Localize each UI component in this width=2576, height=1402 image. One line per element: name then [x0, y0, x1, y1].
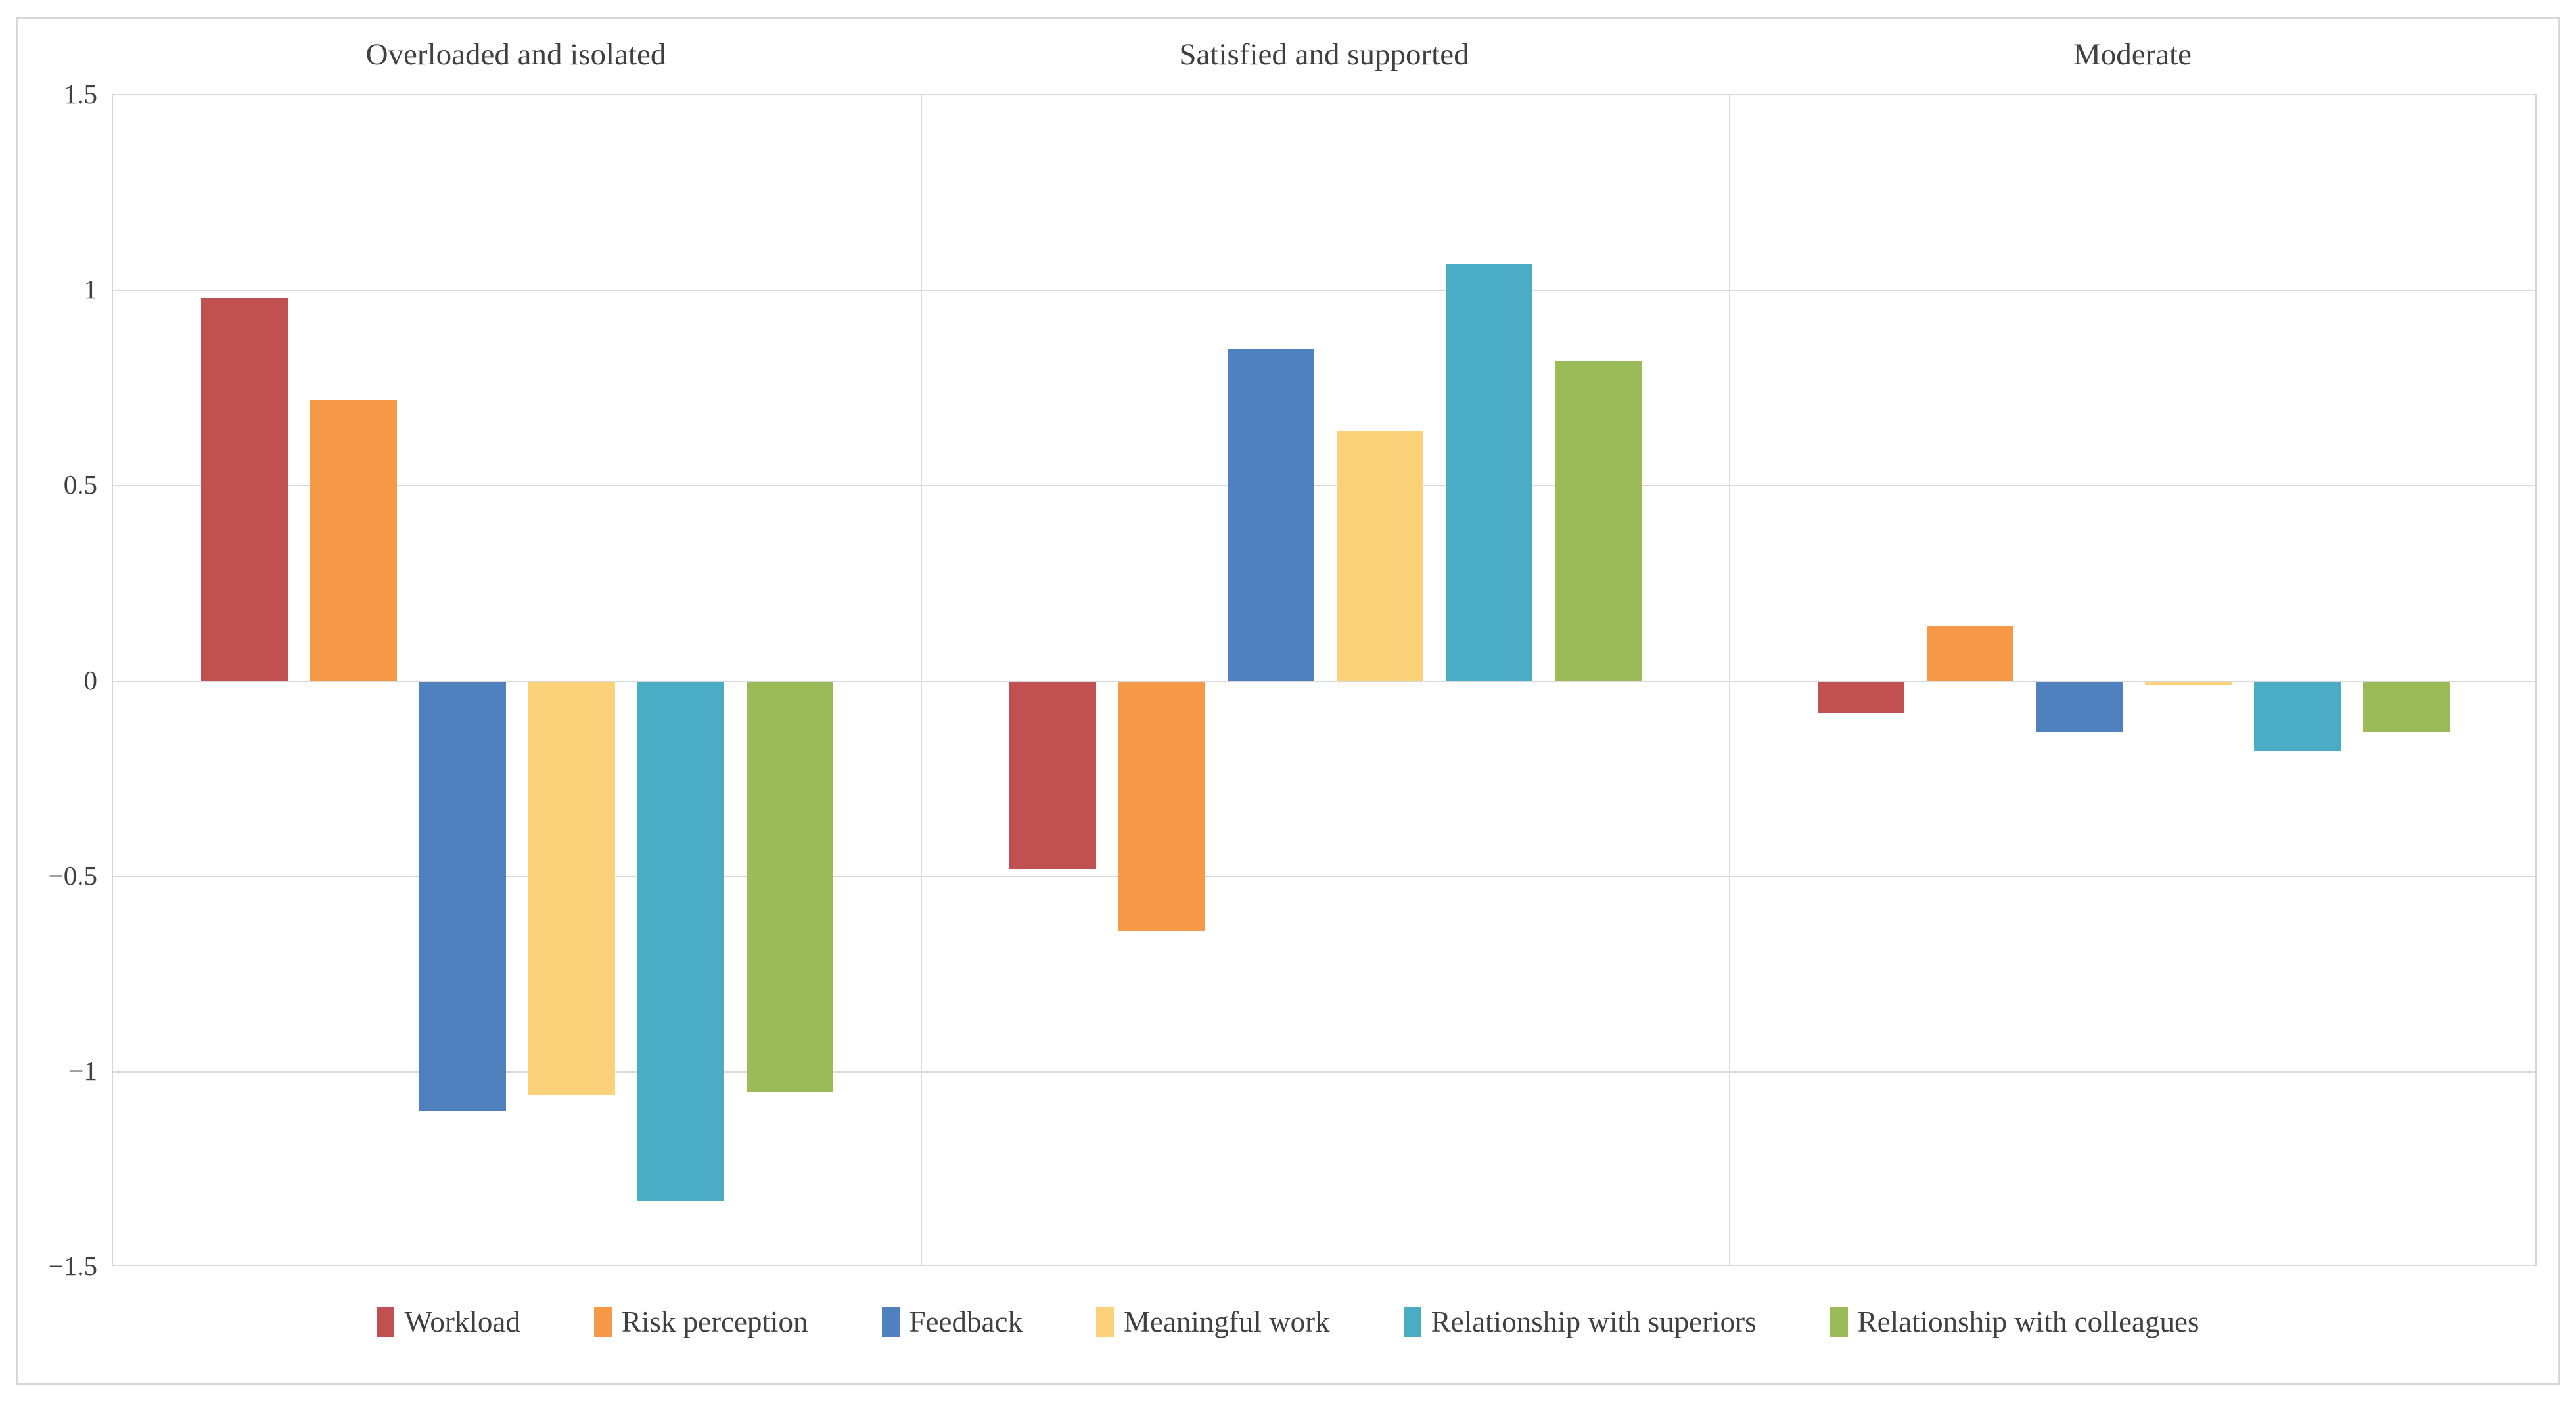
- bar-meaningful-work: [1337, 431, 1423, 682]
- legend-swatch-icon: [1095, 1307, 1114, 1337]
- y-tick-label: −1.5: [48, 1251, 97, 1281]
- gridline: [113, 1071, 2535, 1073]
- gridline: [113, 876, 2535, 877]
- bar-relationship-with-colleagues: [2363, 681, 2450, 732]
- panel-title: Satisfied and supported: [1179, 37, 1469, 72]
- plot-area: [112, 94, 2537, 1266]
- gridline: [113, 485, 2535, 487]
- legend-item-feedback: Feedback: [881, 1305, 1023, 1339]
- bar-workload: [1009, 681, 1096, 869]
- y-tick-label: −0.5: [48, 860, 97, 891]
- legend-item-meaningful-work: Meaningful work: [1095, 1305, 1330, 1339]
- legend-swatch-icon: [881, 1307, 900, 1337]
- legend-item-risk-perception: Risk perception: [593, 1305, 808, 1339]
- gridline: [113, 290, 2535, 292]
- bar-feedback: [1228, 349, 1314, 682]
- legend: Workload Risk perception Feedback Meaningfu…: [0, 1305, 2576, 1339]
- panel-moderate: [1730, 95, 2538, 1265]
- bar-relationship-with-superiors: [637, 681, 724, 1201]
- bar-relationship-with-colleagues: [747, 681, 833, 1092]
- legend-swatch-icon: [1829, 1307, 1848, 1337]
- bar-feedback: [419, 681, 506, 1111]
- legend-item-relationship-with-colleagues: Relationship with colleagues: [1829, 1305, 2199, 1339]
- panel-title: Overloaded and isolated: [365, 37, 666, 72]
- bar-feedback: [2036, 681, 2123, 732]
- legend-label: Feedback: [909, 1305, 1023, 1338]
- legend-label: Risk perception: [621, 1305, 808, 1338]
- legend-swatch-icon: [593, 1307, 612, 1337]
- legend-label: Workload: [404, 1305, 520, 1338]
- y-tick-label: 1.5: [63, 79, 97, 109]
- legend-swatch-icon: [377, 1307, 395, 1337]
- legend-item-relationship-with-superiors: Relationship with superiors: [1403, 1305, 1757, 1339]
- legend-label: Relationship with colleagues: [1857, 1305, 2199, 1338]
- bar-meaningful-work: [528, 681, 615, 1096]
- panel-separator: [921, 95, 922, 1265]
- legend-label: Relationship with superiors: [1431, 1305, 1757, 1338]
- bar-relationship-with-colleagues: [1555, 361, 1642, 682]
- panel-overloaded-and-isolated: [113, 95, 921, 1265]
- bar-workload: [1818, 681, 1904, 713]
- bar-risk-perception: [1927, 626, 2013, 682]
- legend-label: Meaningful work: [1123, 1305, 1330, 1338]
- panel-separator: [1729, 95, 1730, 1265]
- bar-meaningful-work: [2145, 681, 2232, 686]
- y-tick-label: 0.5: [63, 469, 97, 500]
- bar-risk-perception: [310, 400, 397, 682]
- y-tick-label: 1: [83, 274, 98, 305]
- y-tick-label: 0: [83, 665, 98, 695]
- bar-risk-perception: [1118, 681, 1205, 931]
- zero-gridline: [113, 680, 2535, 682]
- y-tick-label: −1: [68, 1055, 97, 1086]
- bar-relationship-with-superiors: [2254, 681, 2341, 752]
- bar-relationship-with-superiors: [1446, 263, 1532, 682]
- panel-satisfied-and-supported: [921, 95, 1730, 1265]
- panel-title: Moderate: [2073, 37, 2192, 72]
- legend-item-workload: Workload: [377, 1305, 520, 1339]
- bar-workload: [201, 298, 288, 682]
- legend-swatch-icon: [1403, 1307, 1421, 1337]
